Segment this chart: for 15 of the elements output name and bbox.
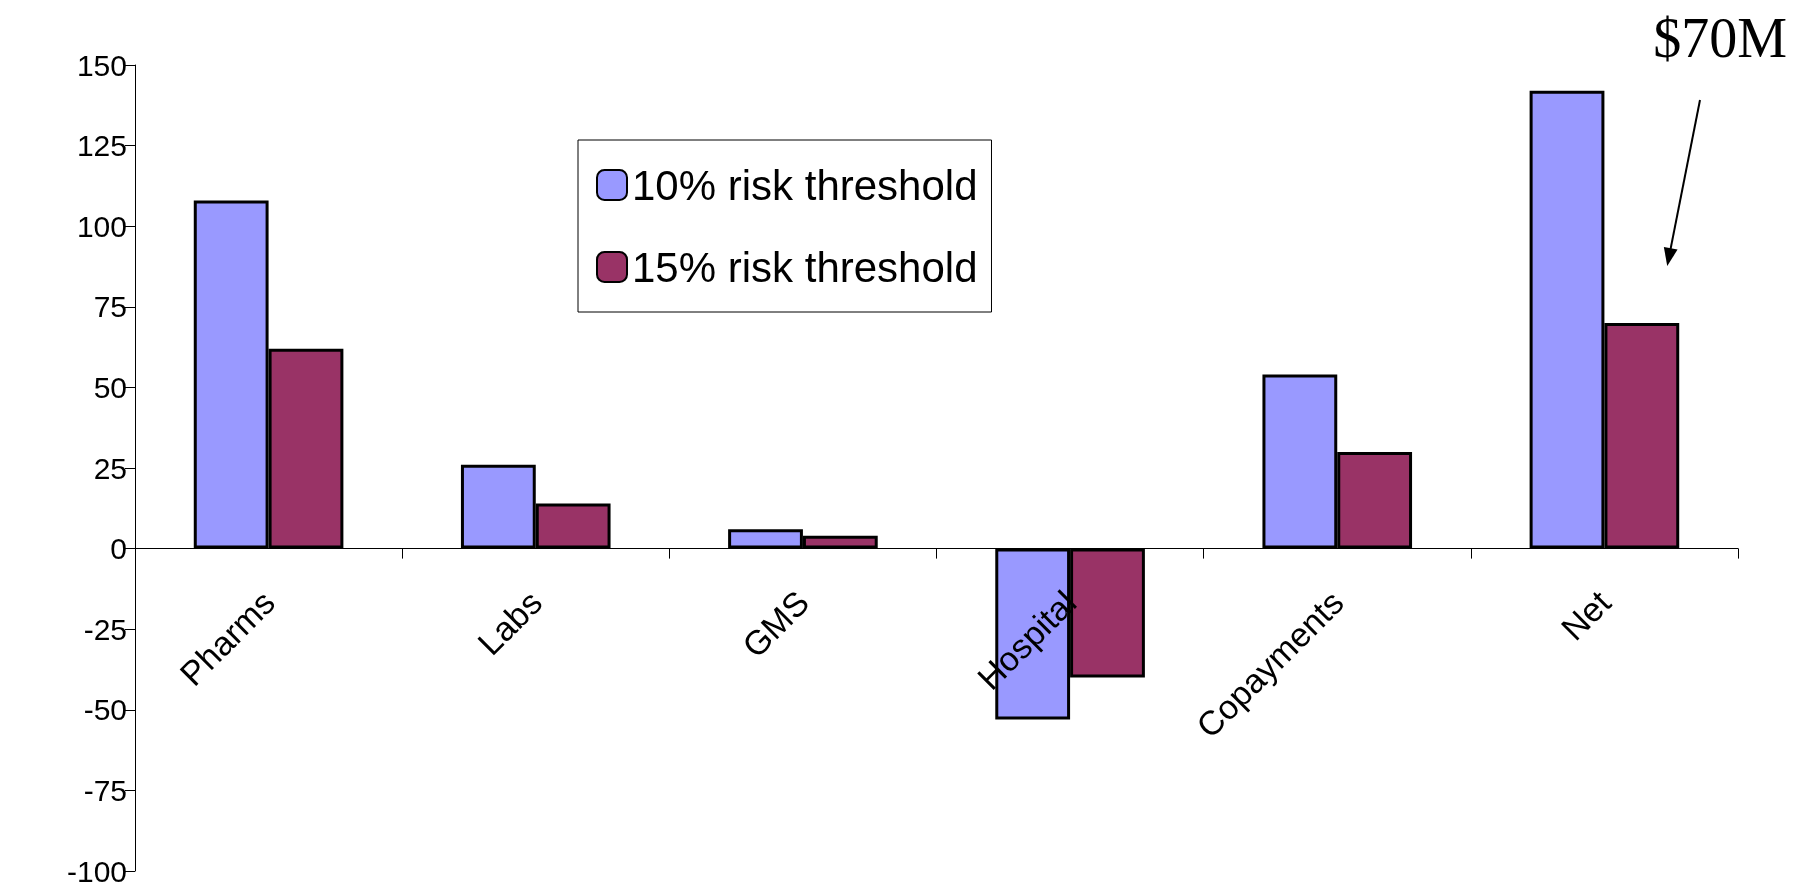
- y-tick-label: 25: [93, 451, 127, 485]
- x-tick-label: Net: [1553, 582, 1619, 648]
- y-tick-label: -100: [66, 854, 127, 888]
- y-tick-label: -75: [83, 773, 127, 807]
- y-tick-label: 125: [76, 129, 127, 163]
- y-tick-label: 75: [93, 290, 127, 324]
- y-tick-label: 50: [93, 370, 127, 404]
- legend-label: 15% risk threshold: [632, 243, 978, 291]
- annotation: $70M: [1653, 7, 1787, 69]
- y-tick-label: 0: [110, 532, 127, 566]
- legend-label: 10% risk threshold: [632, 161, 978, 209]
- y-tick-label: 100: [76, 209, 127, 243]
- y-tick-label: -25: [83, 612, 127, 646]
- y-tick-label: -50: [83, 693, 127, 727]
- y-tick-label: 150: [76, 48, 127, 82]
